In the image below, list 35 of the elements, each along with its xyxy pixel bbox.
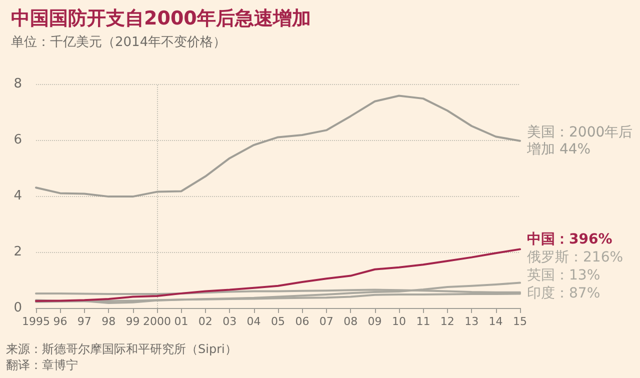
chart-title: 中国国防开支自2000年后急速增加 (11, 8, 311, 30)
series-label: 美国：2000年后增加 44% (526, 124, 633, 158)
x-tick-label: 96 (53, 315, 68, 328)
x-tick-label: 97 (77, 315, 92, 328)
series-label: 印度：87% (527, 286, 600, 302)
x-tick-label: 12 (440, 315, 454, 328)
x-tick-label: 01 (174, 315, 188, 328)
x-tick-label: 06 (295, 315, 310, 328)
x-tick-label: 15 (513, 315, 527, 328)
x-tick-label: 98 (102, 315, 116, 328)
x-tick-label: 04 (246, 315, 261, 328)
x-tick-label: 08 (344, 315, 358, 328)
y-tick-label: 8 (14, 76, 22, 92)
x-tick-label: 14 (488, 315, 503, 328)
y-tick-label: 6 (14, 132, 22, 148)
x-tick-label: 2000 (143, 315, 171, 328)
x-tick-label: 99 (126, 315, 140, 328)
chart-subtitle: 单位：千亿美元（2014年不变价格） (11, 34, 226, 50)
x-tick-label: 13 (464, 315, 479, 328)
x-tick-label: 1995 (22, 315, 50, 328)
y-tick-label: 0 (14, 300, 22, 316)
text: 翻译：章博宁 (6, 358, 78, 372)
y-tick-label: 4 (14, 188, 22, 204)
x-tick-label: 05 (271, 315, 285, 328)
series-label: 中国：396% (527, 232, 612, 248)
series-label: 俄罗斯：216% (527, 250, 624, 266)
x-tick-label: 02 (198, 315, 212, 328)
x-tick-label: 09 (368, 315, 382, 328)
source-note: 来源：斯德哥尔摩国际和平研究所（Sipri） (6, 342, 237, 356)
series-label: 英国：13% (527, 268, 600, 284)
y-tick-label: 2 (14, 244, 22, 260)
x-tick-label: 10 (392, 315, 406, 328)
x-tick-label: 07 (319, 315, 334, 328)
x-tick-label: 11 (416, 315, 430, 328)
x-tick-label: 03 (222, 315, 237, 328)
